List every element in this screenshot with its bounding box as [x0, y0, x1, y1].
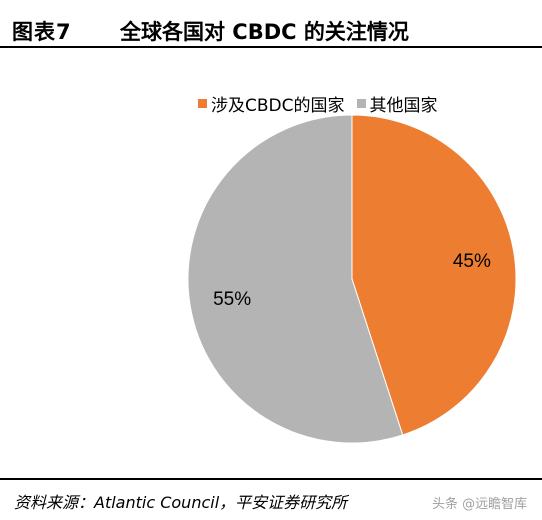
pie-label-other: 55% [213, 289, 251, 310]
legend-swatch-involved [198, 99, 207, 108]
source-note: 资料来源：Atlantic Council，平安证券研究所 [14, 493, 348, 512]
pie-chart: 45% 55% [187, 114, 517, 444]
chart-legend: 涉及CBDC的国家 其他国家 [198, 91, 450, 116]
pie-label-involved: 45% [453, 251, 491, 272]
figure-label: 图表7 [12, 20, 72, 44]
pie-slice-other [187, 114, 404, 444]
legend-item-other: 其他国家 [356, 91, 438, 116]
legend-label-involved: 涉及CBDC的国家 [211, 96, 345, 116]
watermark: 头条 @远瞻智库 [432, 497, 528, 512]
pie-slice-involved [351, 114, 517, 436]
legend-item-involved: 涉及CBDC的国家 [198, 91, 345, 116]
legend-swatch-other [356, 99, 366, 108]
figure-footer: 资料来源：Atlantic Council，平安证券研究所 头条 @远瞻智库 [0, 478, 542, 520]
figure-header: 图表7 全球各国对 CBDC 的关注情况 [0, 0, 542, 48]
chart-title: 全球各国对 CBDC 的关注情况 [120, 20, 409, 44]
legend-label-other: 其他国家 [369, 96, 438, 116]
